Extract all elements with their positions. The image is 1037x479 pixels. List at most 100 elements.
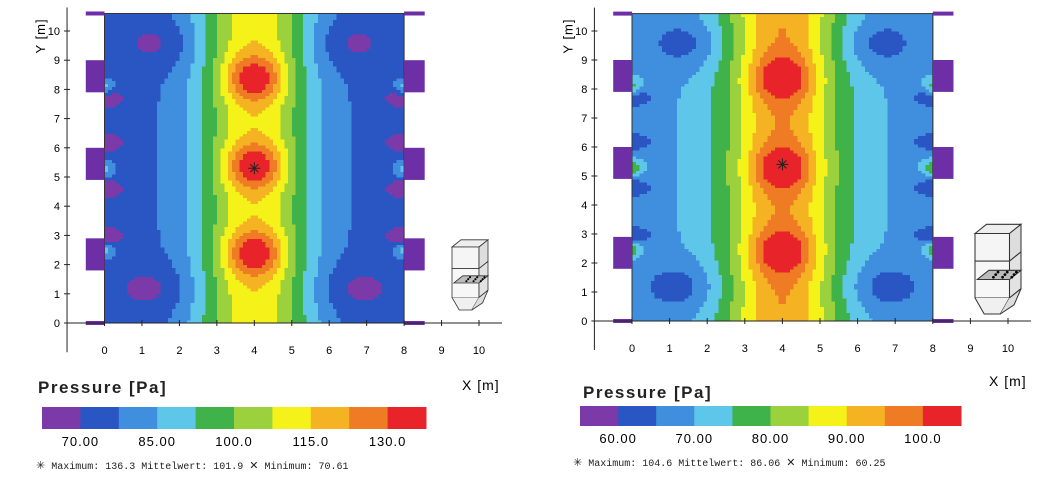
field-cell xyxy=(216,209,222,213)
field-cell xyxy=(224,16,229,20)
field-cell xyxy=(201,250,207,254)
field-cell xyxy=(269,106,274,111)
field-cell xyxy=(228,258,233,263)
field-cell xyxy=(138,159,143,163)
field-cell xyxy=(190,121,195,126)
field-cell xyxy=(198,185,203,190)
field-cell xyxy=(134,63,139,67)
field-cell xyxy=(130,153,136,158)
field-cell xyxy=(183,109,188,114)
field-cell xyxy=(183,279,188,283)
field-cell xyxy=(246,217,252,222)
field-cell xyxy=(156,136,162,140)
field-cell xyxy=(111,247,117,251)
field-cell xyxy=(123,285,128,289)
field-cell xyxy=(209,314,214,318)
field-cell xyxy=(156,174,162,178)
field-cell xyxy=(243,39,248,44)
field-cell xyxy=(228,42,233,47)
field-cell xyxy=(149,267,154,272)
field-cell xyxy=(246,39,252,44)
field-cell xyxy=(138,238,143,242)
field-cell xyxy=(104,153,109,158)
field-cell xyxy=(220,28,225,32)
field-cell xyxy=(141,39,147,44)
field-cell xyxy=(108,264,113,269)
field-cell xyxy=(269,77,274,82)
field-cell xyxy=(160,261,166,266)
field-cell xyxy=(228,185,233,190)
field-cell xyxy=(228,229,233,234)
field-cell xyxy=(269,241,274,245)
field-cell xyxy=(130,86,136,90)
field-cell xyxy=(179,287,184,292)
field-cell xyxy=(220,51,225,55)
field-cell xyxy=(115,42,121,47)
field-cell xyxy=(231,80,237,85)
field-cell xyxy=(228,179,233,184)
field-cell xyxy=(190,31,195,35)
field-cell xyxy=(126,19,132,23)
field-cell xyxy=(186,42,192,47)
field-cell xyxy=(258,168,263,172)
field-cell xyxy=(108,141,113,146)
field-cell xyxy=(115,226,121,231)
field-cell xyxy=(254,60,259,64)
field-cell xyxy=(123,252,128,257)
field-cell xyxy=(175,238,180,242)
field-cell xyxy=(209,247,214,251)
field-cell xyxy=(108,287,113,292)
field-cell xyxy=(138,250,143,254)
field-cell xyxy=(108,217,113,222)
field-cell xyxy=(258,314,263,318)
field-cell xyxy=(183,299,188,304)
field-cell xyxy=(108,209,113,213)
field-cell xyxy=(141,174,147,178)
field-cell xyxy=(246,83,252,88)
field-cell xyxy=(149,320,154,324)
field-cell xyxy=(183,206,188,210)
field-cell xyxy=(119,92,124,96)
field-cell xyxy=(235,42,240,47)
field-cell xyxy=(265,150,270,155)
field-cell xyxy=(134,39,139,44)
field-cell xyxy=(138,302,143,307)
field-cell xyxy=(220,226,225,231)
field-cell xyxy=(119,311,124,315)
field-cell xyxy=(201,162,207,166)
field-cell xyxy=(156,33,162,38)
field-cell xyxy=(198,223,203,228)
field-cell xyxy=(201,267,207,272)
field-cell xyxy=(175,106,180,111)
field-cell xyxy=(179,247,184,251)
field-cell xyxy=(153,95,158,99)
field-cell xyxy=(156,39,162,44)
field-cell xyxy=(235,77,240,82)
field-cell xyxy=(156,241,162,245)
field-cell xyxy=(104,147,109,152)
field-cell xyxy=(160,200,166,204)
field-cell xyxy=(179,19,184,23)
field-cell xyxy=(250,217,255,222)
field-cell xyxy=(198,255,203,260)
field-cell xyxy=(246,92,252,96)
field-cell xyxy=(228,66,233,70)
field-cell xyxy=(246,171,252,175)
field-cell xyxy=(194,174,199,178)
field-cell xyxy=(213,244,218,248)
field-cell xyxy=(246,273,252,277)
field-cell xyxy=(115,200,121,204)
field-cell xyxy=(231,290,237,295)
field-cell xyxy=(228,317,233,321)
field-cell xyxy=(228,203,233,207)
field-cell xyxy=(123,290,128,295)
field-cell xyxy=(246,112,252,117)
field-cell xyxy=(261,101,267,105)
field-cell xyxy=(134,112,139,117)
field-cell xyxy=(235,220,240,225)
field-cell xyxy=(194,39,199,44)
field-cell xyxy=(220,320,225,324)
field-cell xyxy=(254,141,259,146)
field-cell xyxy=(231,267,237,272)
field-cell xyxy=(111,83,117,88)
